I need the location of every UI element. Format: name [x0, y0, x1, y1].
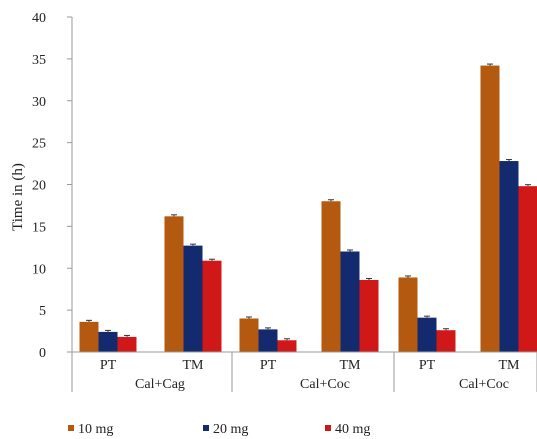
legend-swatch [68, 425, 74, 431]
bar-10mg-4 [321, 201, 341, 352]
x-tick-label: PT [419, 358, 436, 373]
x-tick-label: TM [183, 358, 205, 373]
bar-20mg-6 [499, 161, 519, 352]
bar-10mg-3 [239, 318, 259, 352]
legend-label: 40 mg [335, 422, 370, 437]
bar-20mg-3 [258, 329, 278, 352]
y-tick-label: 15 [32, 220, 46, 235]
bar-40mg-3 [277, 340, 297, 352]
bar-20mg-1 [98, 331, 118, 352]
bar-10mg-1 [79, 321, 99, 352]
x-tick-label: PT [100, 358, 117, 373]
bar-20mg-5 [417, 317, 437, 352]
legend-swatch [203, 425, 209, 431]
y-tick-label: 25 [32, 137, 46, 152]
y-axis-title: Time in (h) [10, 163, 26, 231]
x-tick-label: TM [499, 358, 521, 373]
x-group-label: Cal+Coc [300, 377, 350, 392]
bar-40mg-1 [117, 336, 137, 352]
bar-20mg-2 [183, 245, 203, 352]
x-group-label: Cal+Cag [135, 377, 185, 392]
bar-40mg-6 [518, 186, 537, 352]
bar-40mg-4 [359, 279, 379, 352]
bar-10mg-6 [480, 65, 500, 352]
bar-20mg-4 [340, 251, 360, 352]
y-tick-label: 0 [39, 346, 46, 361]
x-group-label: Cal+Coc [459, 377, 509, 392]
legend-swatch [325, 425, 331, 431]
x-tick-label: TM [340, 358, 362, 373]
y-tick-label: 10 [32, 262, 46, 277]
legend-label: 10 mg [78, 422, 113, 437]
y-tick-label: 30 [32, 95, 46, 110]
legend-label: 20 mg [213, 422, 248, 437]
bar-40mg-2 [202, 260, 222, 352]
bar-40mg-5 [436, 330, 456, 352]
x-tick-label: PT [260, 358, 277, 373]
bar-10mg-5 [398, 277, 418, 352]
y-tick-label: 40 [32, 11, 46, 26]
y-tick-label: 20 [32, 179, 46, 194]
y-tick-label: 35 [32, 53, 46, 68]
bar-10mg-2 [164, 216, 184, 352]
y-tick-label: 5 [39, 304, 46, 319]
